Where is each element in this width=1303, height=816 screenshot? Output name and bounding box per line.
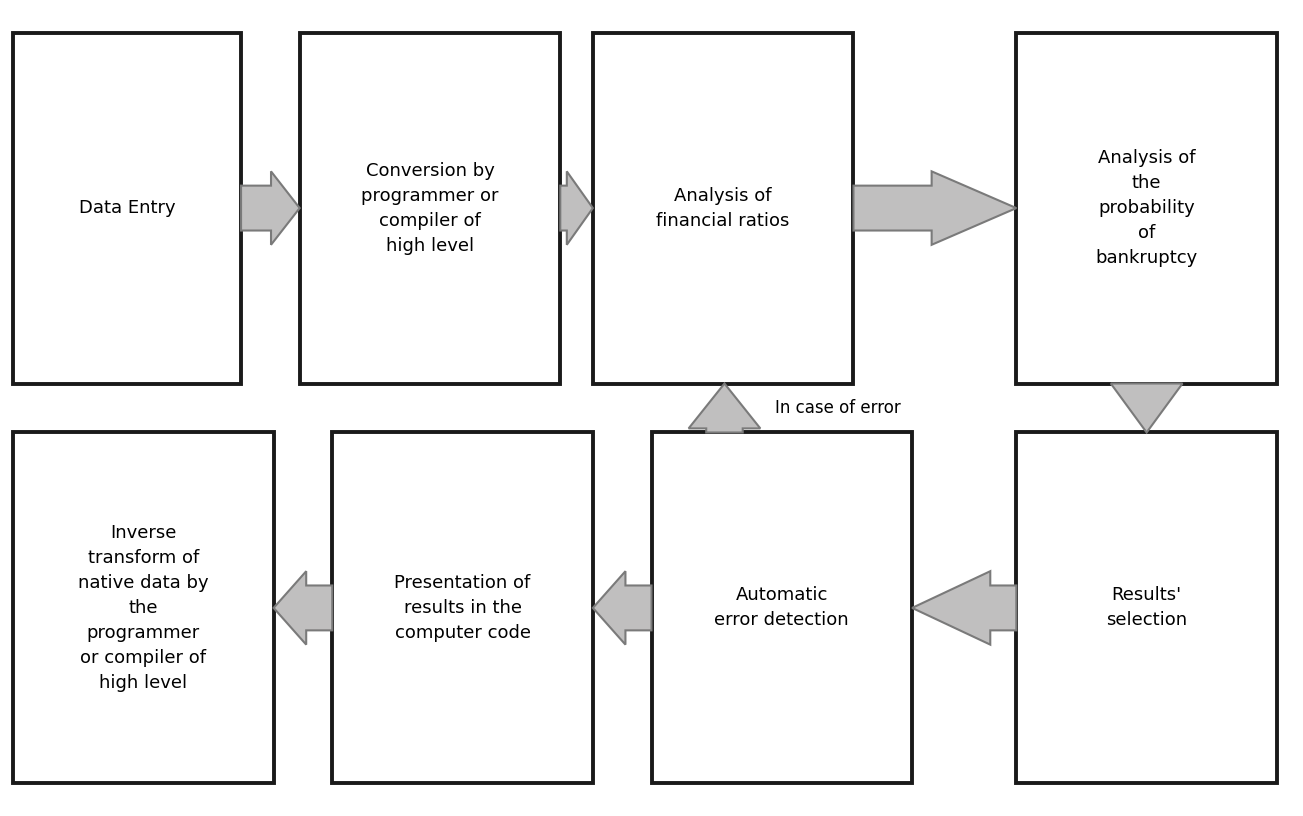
FancyBboxPatch shape	[593, 33, 853, 384]
Polygon shape	[593, 571, 652, 645]
Text: Analysis of
financial ratios: Analysis of financial ratios	[657, 187, 790, 229]
FancyBboxPatch shape	[332, 432, 593, 783]
Text: Data Entry: Data Entry	[78, 199, 176, 217]
Polygon shape	[560, 171, 593, 245]
FancyBboxPatch shape	[300, 33, 560, 384]
FancyBboxPatch shape	[652, 432, 912, 783]
Polygon shape	[241, 171, 300, 245]
Polygon shape	[689, 384, 761, 432]
Text: Automatic
error detection: Automatic error detection	[714, 587, 850, 629]
Text: Presentation of
results in the
computer code: Presentation of results in the computer …	[395, 574, 530, 642]
FancyBboxPatch shape	[13, 33, 241, 384]
Text: Analysis of
the
probability
of
bankruptcy: Analysis of the probability of bankruptc…	[1096, 149, 1197, 267]
Text: Conversion by
programmer or
compiler of
high level: Conversion by programmer or compiler of …	[361, 162, 499, 255]
Text: Results'
selection: Results' selection	[1106, 587, 1187, 629]
Polygon shape	[853, 171, 1016, 245]
Text: In case of error: In case of error	[775, 399, 902, 417]
Text: Inverse
transform of
native data by
the
programmer
or compiler of
high level: Inverse transform of native data by the …	[78, 524, 208, 692]
Polygon shape	[274, 571, 332, 645]
FancyBboxPatch shape	[1016, 33, 1277, 384]
FancyBboxPatch shape	[13, 432, 274, 783]
FancyBboxPatch shape	[1016, 432, 1277, 783]
Polygon shape	[912, 571, 1016, 645]
Polygon shape	[1110, 384, 1182, 432]
